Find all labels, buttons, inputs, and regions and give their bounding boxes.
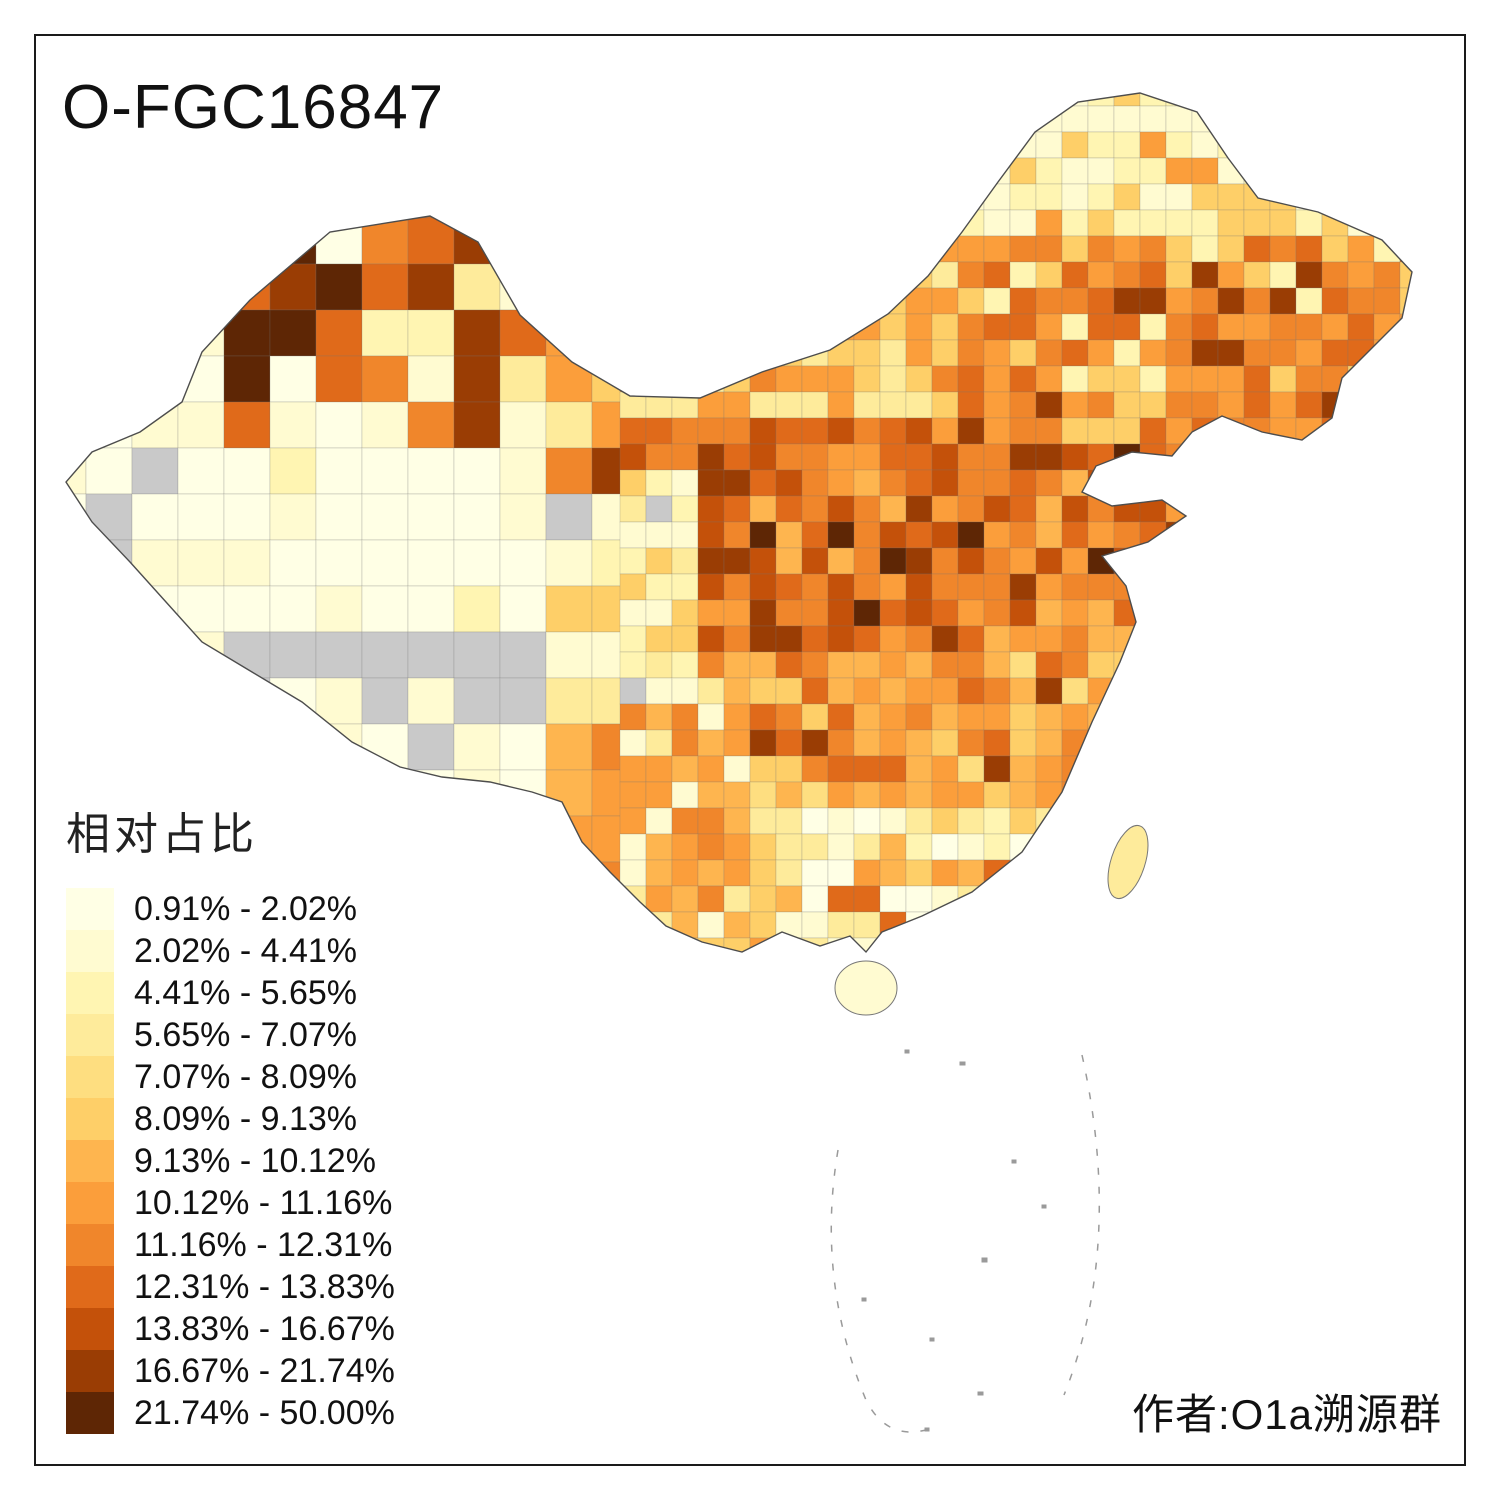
legend-title: 相对占比	[66, 810, 258, 859]
legend-label: 0.91% - 2.02%	[134, 889, 358, 928]
legend-item: 8.09% - 9.13%	[66, 1098, 395, 1140]
legend-swatch	[66, 1098, 114, 1140]
legend-item: 5.65% - 7.07%	[66, 1014, 395, 1056]
legend-item: 7.07% - 8.09%	[66, 1056, 395, 1098]
legend: 相对占比 0.91% - 2.02% 2.02% - 4.41% 4.41% - 5…	[66, 798, 395, 1434]
legend-label: 4.41% - 5.65%	[134, 973, 358, 1012]
legend-swatch	[66, 1350, 114, 1392]
legend-swatch	[66, 1392, 114, 1434]
legend-swatch	[66, 888, 114, 930]
hainan-island	[834, 960, 898, 1016]
china-outline	[65, 92, 1413, 954]
legend-swatch	[66, 1308, 114, 1350]
map-title: O-FGC16847	[62, 73, 445, 142]
legend-label: 10.12% - 11.16%	[134, 1183, 393, 1222]
legend-swatch	[66, 972, 114, 1014]
legend-swatch	[66, 1056, 114, 1098]
legend-item: 0.91% - 2.02%	[66, 888, 395, 930]
legend-label: 11.16% - 12.31%	[134, 1225, 393, 1264]
legend-label: 16.67% - 21.74%	[134, 1351, 395, 1390]
legend-item: 16.67% - 21.74%	[66, 1350, 395, 1392]
legend-item: 13.83% - 16.67%	[66, 1308, 395, 1350]
legend-label: 21.74% - 50.00%	[134, 1393, 395, 1432]
legend-label: 13.83% - 16.67%	[134, 1309, 395, 1348]
legend-item: 11.16% - 12.31%	[66, 1224, 395, 1266]
legend-item: 2.02% - 4.41%	[66, 930, 395, 972]
legend-label: 2.02% - 4.41%	[134, 931, 358, 970]
legend-label: 12.31% - 13.83%	[134, 1267, 395, 1306]
legend-swatch	[66, 1182, 114, 1224]
legend-swatch	[66, 1266, 114, 1308]
legend-swatch	[66, 1224, 114, 1266]
legend-item: 9.13% - 10.12%	[66, 1140, 395, 1182]
attribution: 作者:O1a溯源群	[1131, 1391, 1442, 1438]
legend-label: 5.65% - 7.07%	[134, 1015, 358, 1054]
legend-item: 10.12% - 11.16%	[66, 1182, 395, 1224]
legend-item: 4.41% - 5.65%	[66, 972, 395, 1014]
south-china-sea-marks	[830, 1049, 1101, 1433]
legend-label: 7.07% - 8.09%	[134, 1057, 358, 1096]
legend-swatch	[66, 1140, 114, 1182]
legend-label: 9.13% - 10.12%	[134, 1141, 376, 1180]
legend-label: 8.09% - 9.13%	[134, 1099, 358, 1138]
taiwan-island	[1107, 824, 1149, 900]
legend-swatch	[66, 930, 114, 972]
legend-items: 0.91% - 2.02% 2.02% - 4.41% 4.41% - 5.65% 5…	[66, 888, 395, 1434]
legend-item: 21.74% - 50.00%	[66, 1392, 395, 1434]
legend-item: 12.31% - 13.83%	[66, 1266, 395, 1308]
legend-swatch	[66, 1014, 114, 1056]
